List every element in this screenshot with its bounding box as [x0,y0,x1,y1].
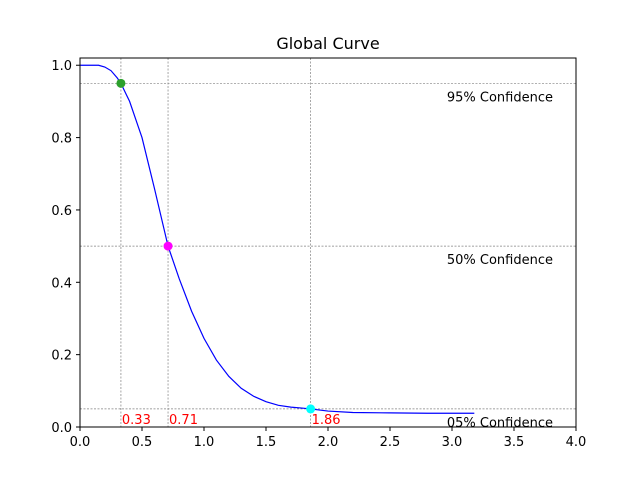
plot-area: 95% Confidence 0.33 50% Confidence 0.71 05% … [51,57,587,450]
x-tick-label: 2.0 [318,435,339,450]
series-line [80,64,475,414]
threshold-x-label: 0.33 [122,413,151,428]
threshold-x-label: 0.71 [169,413,198,428]
threshold-label: 95% Confidence [447,90,553,105]
x-tick-label: 4.0 [566,435,587,450]
y-tick-label: 1.0 [51,59,72,74]
x-tick-label: 3.0 [442,435,463,450]
threshold-marker [163,241,173,251]
x-tick-label: 3.5 [504,435,525,450]
x-tick-label: 0.0 [70,435,91,450]
threshold-marker [116,78,126,88]
y-tick-label: 0.0 [51,421,72,436]
y-tick-label: 0.2 [51,349,72,364]
x-tick-label: 0.5 [132,435,153,450]
x-tick-label: 2.5 [380,435,401,450]
threshold-marker [306,404,316,414]
plot-frame [79,57,577,428]
y-tick-label: 0.4 [51,276,72,291]
threshold-x-label: 1.86 [312,413,341,428]
threshold-label: 50% Confidence [447,253,553,268]
threshold-label: 05% Confidence [447,416,553,431]
chart-title: Global Curve [276,34,379,53]
y-tick-label: 0.8 [51,132,72,147]
x-tick-label: 1.5 [256,435,277,450]
x-tick-label: 1.0 [194,435,215,450]
y-tick-label: 0.6 [51,204,72,219]
